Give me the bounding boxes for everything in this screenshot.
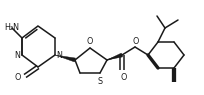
Text: S: S <box>97 76 102 86</box>
Polygon shape <box>106 53 122 60</box>
Text: O: O <box>86 38 93 46</box>
Text: O: O <box>15 74 21 82</box>
Text: H₂N: H₂N <box>4 23 19 32</box>
Text: N: N <box>14 51 20 61</box>
Text: N: N <box>56 51 62 61</box>
Text: O: O <box>132 36 139 46</box>
Text: O: O <box>120 72 126 82</box>
Polygon shape <box>55 55 75 62</box>
